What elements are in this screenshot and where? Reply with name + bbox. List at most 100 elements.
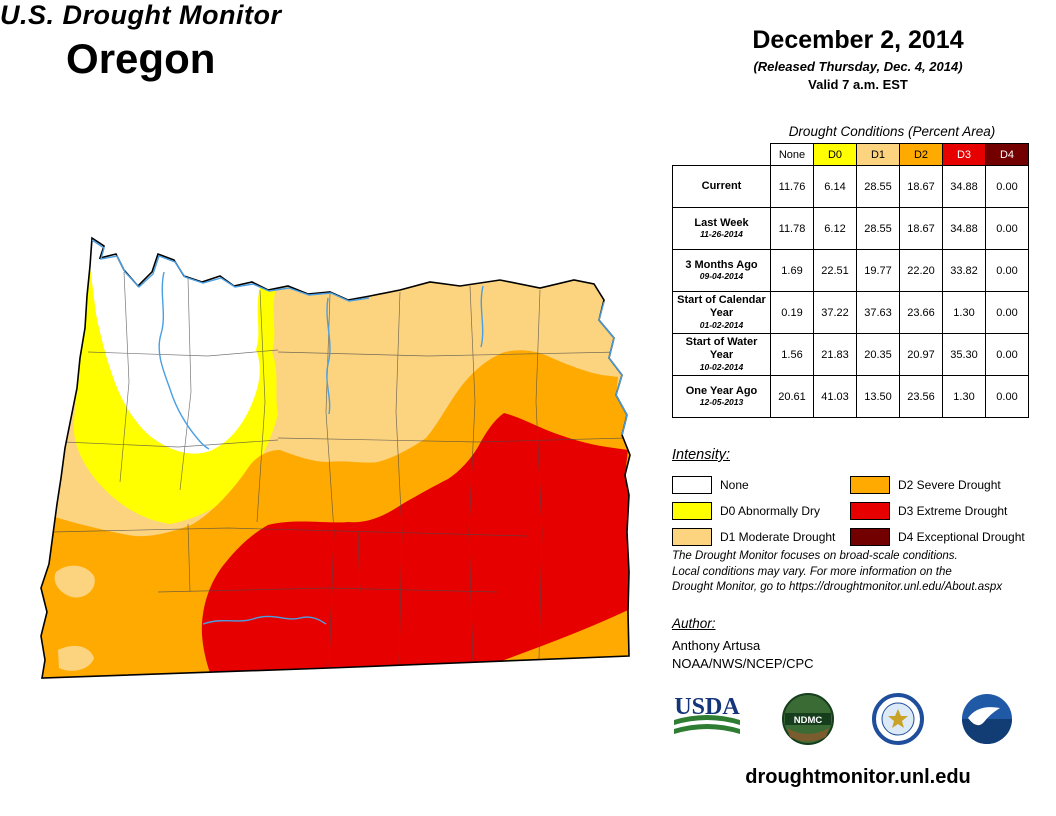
map-header: U.S. Drought Monitor Oregon <box>0 0 281 83</box>
row-label: Last Week 11-26-2014 <box>672 207 771 250</box>
table-row: Start of Calendar Year 01-02-2014 0.19 37… <box>672 291 1029 334</box>
row-label: Start of Calendar Year 01-02-2014 <box>672 291 771 334</box>
table-cell: 11.78 <box>770 207 814 250</box>
legend-item-d0: D0 Abnormally Dry <box>672 498 850 524</box>
table-cell: 1.69 <box>770 249 814 292</box>
table-row: 3 Months Ago 09-04-2014 1.69 22.51 19.77 … <box>672 249 1029 292</box>
table-cell: 0.00 <box>985 333 1029 376</box>
legend-item-d1: D1 Moderate Drought <box>672 524 850 550</box>
legend-item-none: None <box>672 472 850 498</box>
table-cell: 18.67 <box>899 207 943 250</box>
table-row: Start of Water Year 10-02-2014 1.56 21.83… <box>672 333 1029 376</box>
author-title: Author: <box>672 616 716 631</box>
rivers-misc <box>202 285 484 625</box>
d0-swatch <box>672 502 712 520</box>
table-cell: 22.51 <box>813 249 857 292</box>
author-org: NOAA/NWS/NCEP/CPC <box>672 656 814 671</box>
table-cell: 13.50 <box>856 375 900 418</box>
column-header-d3: D3 <box>942 143 986 166</box>
table-cell: 34.88 <box>942 165 986 208</box>
ndmc-logo-text: NDMC <box>794 715 823 726</box>
valid-time: Valid 7 a.m. EST <box>808 77 908 92</box>
table-cell: 41.03 <box>813 375 857 418</box>
table-cell: 1.56 <box>770 333 814 376</box>
drought-region-d2-se-corner <box>493 610 629 664</box>
date-block: December 2, 2014 (Released Thursday, Dec… <box>660 26 1056 92</box>
table-title: Drought Conditions (Percent Area) <box>788 124 996 139</box>
table-cell: 28.55 <box>856 207 900 250</box>
site-url: droughtmonitor.unl.edu <box>745 766 971 788</box>
state-title: Oregon <box>66 35 216 82</box>
released-date: (Released Thursday, Dec. 4, 2014) <box>753 59 963 74</box>
drought-map-svg <box>40 236 631 679</box>
usda-logo: USDA <box>674 694 740 734</box>
none-swatch <box>672 476 712 494</box>
river-snake <box>598 301 628 436</box>
table-cell: 28.55 <box>856 165 900 208</box>
drought-region-d1-pocket-2 <box>58 645 94 671</box>
legend-item-d2: D2 Severe Drought <box>850 472 1056 498</box>
commerce-logo <box>871 693 924 745</box>
table-cell: 34.88 <box>942 207 986 250</box>
table-cell: 37.22 <box>813 291 857 334</box>
table-cell: 0.00 <box>985 291 1029 334</box>
row-label: Current <box>672 165 771 208</box>
drought-region-d3 <box>201 413 629 673</box>
table-cell: 0.00 <box>985 249 1029 292</box>
table-corner-cell <box>673 144 771 166</box>
table-cell: 19.77 <box>856 249 900 292</box>
table-cell: 1.30 <box>942 375 986 418</box>
table-cell: 18.67 <box>899 165 943 208</box>
table-cell: 0.00 <box>985 375 1029 418</box>
table-cell: 23.66 <box>899 291 943 334</box>
table-cell: 0.00 <box>985 207 1029 250</box>
drought-region-none <box>90 238 260 454</box>
table-cell: 6.12 <box>813 207 857 250</box>
table-cell: 6.14 <box>813 165 857 208</box>
d2-swatch <box>850 476 890 494</box>
table-cell: 0.00 <box>985 165 1029 208</box>
table-cell: 20.35 <box>856 333 900 376</box>
table-cell: 1.30 <box>942 291 986 334</box>
report-title: U.S. Drought Monitor <box>0 0 282 30</box>
table-cell: 37.63 <box>856 291 900 334</box>
row-label: Start of Water Year 10-02-2014 <box>672 333 771 376</box>
column-header-none: None <box>770 143 814 166</box>
legend-item-d4: D4 Exceptional Drought <box>850 524 1056 550</box>
d1-swatch <box>672 528 712 546</box>
disclaimer-line: Drought Monitor, go to https://droughtmo… <box>672 581 1003 594</box>
column-header-d1: D1 <box>856 143 900 166</box>
table-cell: 0.19 <box>770 291 814 334</box>
rivers <box>91 239 628 625</box>
drought-conditions-table: None D0 D1 D2 D3 D4 Current 11.76 6.14 2… <box>672 143 1029 418</box>
table-cell: 22.20 <box>899 249 943 292</box>
table-row: Current 11.76 6.14 28.55 18.67 34.88 0.0… <box>672 165 1029 208</box>
row-label: 3 Months Ago 09-04-2014 <box>672 249 771 292</box>
d4-swatch <box>850 528 890 546</box>
noaa-logo <box>961 694 1012 744</box>
intensity-legend: Intensity: None D0 Abnormally Dry D1 Mod… <box>672 447 1056 550</box>
d3-swatch <box>850 502 890 520</box>
row-label: One Year Ago 12-05-2013 <box>672 375 771 418</box>
table-cell: 23.56 <box>899 375 943 418</box>
table-cell: 11.76 <box>770 165 814 208</box>
river-columbia <box>91 239 370 302</box>
table-cell: 21.83 <box>813 333 857 376</box>
oregon-drought-map <box>28 232 648 702</box>
report-date: December 2, 2014 <box>752 26 964 54</box>
legend-item-d3: D3 Extreme Drought <box>850 498 1056 524</box>
table-cell: 20.97 <box>899 333 943 376</box>
table-cell: 20.61 <box>770 375 814 418</box>
river-willamette <box>158 271 210 450</box>
table-cell: 35.30 <box>942 333 986 376</box>
author-block: Author: Anthony Artusa NOAA/NWS/NCEP/CPC <box>672 616 1056 671</box>
disclaimer-line: Local conditions may vary. For more info… <box>672 565 952 578</box>
drought-region-d1-pocket <box>54 565 95 598</box>
table-row: One Year Ago 12-05-2013 20.61 41.03 13.50… <box>672 375 1029 418</box>
table-row: Last Week 11-26-2014 11.78 6.12 28.55 18.… <box>672 207 1029 250</box>
column-header-d2: D2 <box>899 143 943 166</box>
disclaimer: The Drought Monitor focuses on broad-sca… <box>672 549 1056 596</box>
legend-title: Intensity: <box>672 447 731 463</box>
author-name: Anthony Artusa <box>672 638 761 653</box>
